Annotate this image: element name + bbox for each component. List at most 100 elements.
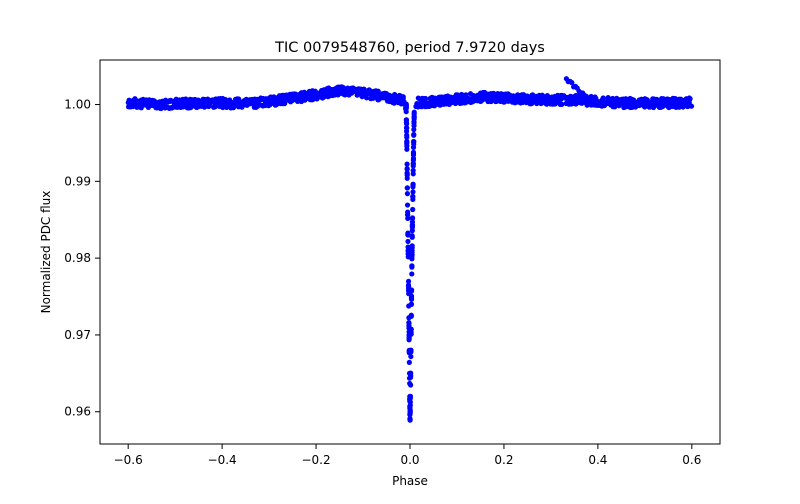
data-points-layer [125, 76, 695, 423]
data-point [279, 92, 285, 98]
data-point [300, 97, 306, 103]
data-point [436, 102, 442, 108]
data-point [411, 113, 417, 119]
data-point [636, 97, 642, 103]
data-point [463, 92, 469, 98]
data-point [351, 88, 358, 94]
data-point [410, 193, 416, 199]
data-point [157, 103, 163, 109]
data-point [479, 96, 485, 102]
data-point [411, 119, 417, 125]
data-point [176, 98, 182, 104]
data-point [406, 320, 412, 326]
data-point [310, 91, 317, 97]
data-point [573, 101, 579, 107]
x-tick-label: 0.4 [588, 453, 607, 467]
data-point [408, 295, 415, 301]
data-point [408, 329, 414, 335]
data-point [659, 97, 665, 103]
data-point [219, 97, 225, 104]
data-point [403, 128, 410, 134]
data-point [404, 202, 411, 208]
data-point [519, 92, 525, 98]
data-point [410, 157, 416, 163]
data-point [304, 94, 311, 100]
data-point [391, 100, 397, 106]
data-point [405, 278, 412, 284]
data-point [139, 99, 145, 106]
data-point [331, 86, 337, 92]
data-point [228, 105, 234, 111]
data-point [357, 89, 363, 96]
data-point [411, 141, 417, 147]
data-point [424, 101, 430, 107]
data-point [411, 131, 417, 138]
y-tick-label: 0.98 [64, 251, 91, 265]
data-point [263, 96, 269, 102]
data-point [466, 95, 472, 102]
data-point [651, 100, 657, 106]
data-point [381, 93, 387, 99]
data-point [449, 99, 455, 106]
data-point [406, 335, 412, 341]
data-point [421, 96, 427, 103]
data-point [643, 101, 650, 107]
data-point [220, 103, 226, 109]
data-point [470, 97, 476, 103]
data-point [405, 248, 411, 254]
data-point [272, 100, 278, 106]
data-point [403, 102, 409, 108]
data-point [507, 93, 514, 99]
data-point [288, 98, 294, 104]
data-point [409, 228, 415, 234]
data-point [292, 94, 298, 100]
y-tick-label: 1.00 [64, 98, 91, 112]
data-point [438, 94, 444, 100]
data-point [410, 149, 417, 155]
data-point [489, 95, 495, 101]
data-point [223, 100, 230, 106]
data-point [404, 172, 410, 178]
data-point [409, 271, 415, 277]
data-point [404, 191, 411, 197]
data-point [505, 98, 511, 104]
data-point [404, 165, 410, 172]
data-point [405, 288, 412, 294]
data-point [395, 97, 401, 103]
data-point [480, 90, 486, 97]
data-point [684, 103, 691, 110]
data-point [146, 99, 152, 105]
data-point [593, 102, 599, 108]
data-point [410, 171, 416, 177]
data-point [529, 100, 535, 107]
data-point [407, 417, 413, 423]
data-point [157, 99, 163, 105]
chart-title: TIC 0079548760, period 7.9720 days [274, 40, 545, 56]
data-point [665, 104, 671, 110]
data-point [669, 102, 675, 108]
data-point [165, 104, 172, 111]
data-point [610, 99, 616, 105]
data-point [605, 98, 611, 105]
y-axis-label: Normalized PDC flux [39, 191, 53, 314]
data-point [670, 95, 676, 101]
data-point [407, 395, 413, 401]
data-point [197, 98, 204, 104]
data-point [664, 96, 670, 102]
data-point [632, 104, 639, 110]
data-point [409, 252, 415, 259]
data-point [173, 104, 179, 110]
data-point [549, 95, 555, 101]
y-tick-label: 0.96 [64, 405, 91, 419]
x-tick-label: 0.2 [494, 453, 513, 467]
data-point [271, 94, 277, 100]
data-point [619, 96, 625, 102]
data-point [392, 94, 398, 100]
data-point [683, 96, 689, 102]
data-point [555, 96, 562, 102]
x-tick-label: 0.0 [400, 453, 419, 467]
data-point [129, 100, 135, 106]
